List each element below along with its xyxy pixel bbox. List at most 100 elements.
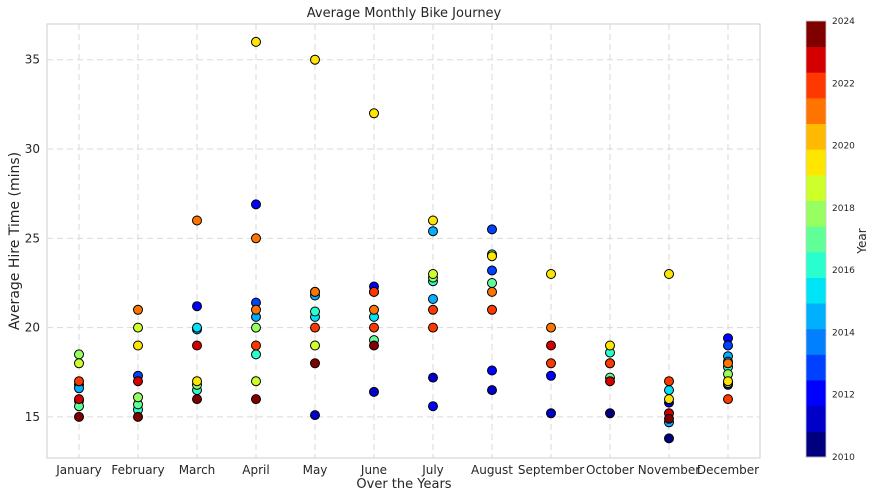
data-point <box>546 370 556 381</box>
x-axis-label: Over the Years <box>356 477 451 492</box>
data-point <box>74 394 84 405</box>
y-tick-label: 15 <box>25 410 40 424</box>
data-point <box>487 265 497 276</box>
data-point <box>664 385 674 396</box>
data-point <box>192 301 202 312</box>
data-point <box>74 358 84 369</box>
data-point <box>546 358 556 369</box>
data-point <box>723 394 733 405</box>
colorbar-segment <box>806 277 826 304</box>
y-tick-label: 20 <box>25 321 40 335</box>
x-tick-label: January <box>55 463 102 477</box>
colorbar-segment <box>806 123 826 150</box>
data-point <box>487 304 497 315</box>
data-point <box>310 286 320 297</box>
data-point <box>133 392 143 403</box>
colorbar-segment <box>806 328 826 355</box>
colorbar-segment <box>806 21 826 48</box>
x-tick-label: November <box>638 463 700 477</box>
data-point <box>310 358 320 369</box>
colorbar-segment <box>806 431 826 458</box>
data-point <box>192 215 202 226</box>
data-point <box>546 269 556 279</box>
x-tick-label: March <box>179 463 216 477</box>
x-tick-label: June <box>360 463 387 477</box>
colorbar-tick-label: 2014 <box>832 328 855 338</box>
data-point <box>723 358 733 369</box>
colorbar-segment <box>806 405 826 432</box>
data-point <box>369 386 379 397</box>
x-axis-ticks: January February March April May June July Augu… <box>55 463 759 477</box>
colorbar-segment <box>806 97 826 124</box>
data-point <box>546 340 556 351</box>
data-point <box>605 376 615 387</box>
data-point <box>487 385 497 396</box>
y-axis-label: Average Hire Time (mins) <box>7 152 23 330</box>
data-point <box>74 411 84 422</box>
data-point <box>605 340 615 351</box>
data-point <box>310 306 320 317</box>
data-point <box>192 322 202 333</box>
data-point <box>133 376 143 387</box>
data-point <box>723 340 733 351</box>
data-point <box>428 294 438 304</box>
y-tick-label: 35 <box>25 53 40 67</box>
data-point <box>428 215 438 226</box>
data-point <box>74 349 84 360</box>
data-point <box>664 394 674 405</box>
data-point <box>369 340 379 351</box>
data-point <box>133 304 143 315</box>
data-point <box>133 411 143 422</box>
x-tick-label: May <box>303 463 328 477</box>
data-point <box>192 394 202 405</box>
data-point <box>251 376 261 387</box>
data-point <box>310 54 320 65</box>
data-points <box>74 36 733 444</box>
x-tick-label: September <box>518 463 584 477</box>
data-point <box>133 340 143 351</box>
data-point <box>546 408 556 419</box>
y-axis-ticks: 15 20 25 30 35 <box>25 53 40 424</box>
data-point <box>251 322 261 333</box>
data-point <box>251 233 261 244</box>
data-point <box>310 322 320 333</box>
y-tick-label: 30 <box>25 142 40 156</box>
colorbar-segment <box>806 72 826 99</box>
data-point <box>74 376 84 387</box>
data-point <box>487 251 497 262</box>
x-tick-label: December <box>697 463 759 477</box>
data-point <box>192 376 202 387</box>
data-point <box>369 304 379 315</box>
colorbar-tick-label: 2012 <box>832 391 855 401</box>
plot-area <box>46 23 761 459</box>
colorbar-segment <box>806 303 826 330</box>
data-point <box>664 376 674 387</box>
data-point <box>251 394 261 405</box>
colorbar-tick-label: 2018 <box>832 204 855 214</box>
data-point <box>192 340 202 351</box>
colorbar-tick-label: 2024 <box>832 17 855 27</box>
colorbar-tick-label: 2022 <box>832 79 855 89</box>
colorbar-frame <box>805 20 827 458</box>
data-point <box>369 286 379 297</box>
data-point <box>605 408 615 419</box>
colorbar-segment <box>806 226 826 253</box>
data-point <box>251 36 261 47</box>
data-point <box>664 269 674 279</box>
data-point <box>369 322 379 333</box>
colorbar-label: Year <box>855 228 869 254</box>
colorbar-segment <box>806 149 826 176</box>
colorbar-tick-label: 2020 <box>832 142 855 152</box>
x-tick-label: April <box>242 463 269 477</box>
data-point <box>428 226 438 237</box>
data-point <box>251 199 261 210</box>
colorbar-segment <box>806 46 826 73</box>
data-point <box>546 322 556 333</box>
data-point <box>428 372 438 383</box>
colorbar: 2010 2012 2014 2016 2018 2020 2022 2024 <box>805 17 855 463</box>
data-point <box>251 304 261 315</box>
data-point <box>664 433 674 444</box>
x-tick-label: February <box>111 463 164 477</box>
